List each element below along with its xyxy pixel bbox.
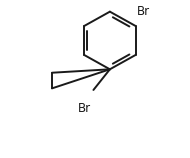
Text: Br: Br [136, 5, 150, 18]
Text: Br: Br [78, 102, 91, 115]
